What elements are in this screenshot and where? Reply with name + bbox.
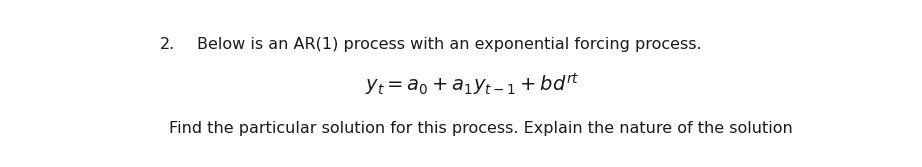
Text: 2.: 2.	[160, 37, 175, 52]
Text: Find the particular solution for this process. Explain the nature of the solutio: Find the particular solution for this pr…	[169, 121, 793, 136]
Text: Below is an AR(1) process with an exponential forcing process.: Below is an AR(1) process with an expone…	[197, 37, 702, 52]
Text: $y_t = a_0 + a_1 y_{t-1} + bd^{rt}$: $y_t = a_0 + a_1 y_{t-1} + bd^{rt}$	[365, 71, 580, 97]
